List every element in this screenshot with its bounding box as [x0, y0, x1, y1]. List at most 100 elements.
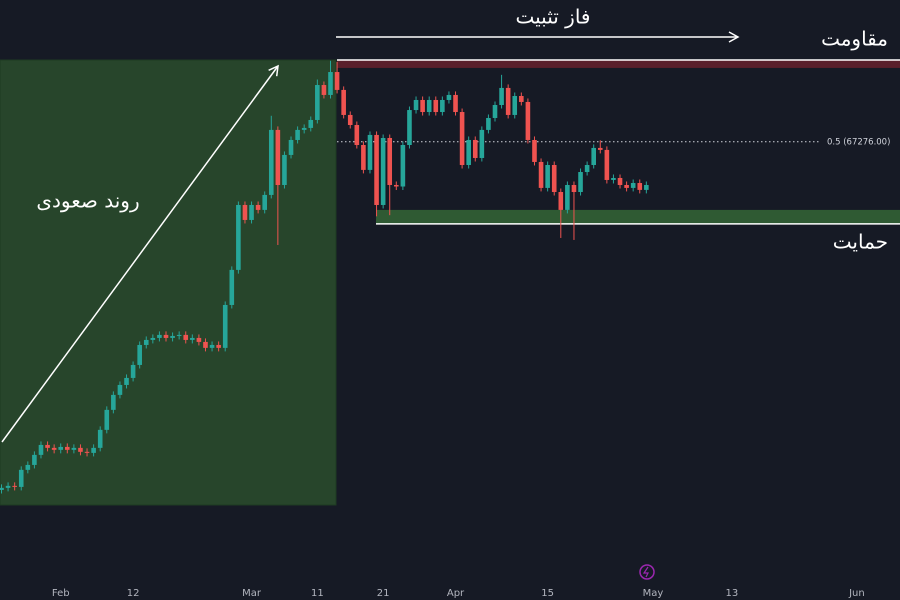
candle-body: [308, 119, 314, 128]
candle-body: [196, 337, 202, 342]
candle-body: [5, 485, 11, 488]
candle-body: [420, 99, 425, 113]
x-tick-label: 13: [726, 588, 739, 599]
candle-body: [505, 87, 511, 115]
candle-body: [459, 112, 465, 165]
candle-body: [446, 94, 452, 100]
candle-body: [275, 129, 281, 185]
candle-body: [0, 487, 4, 490]
candle-body: [78, 447, 83, 452]
candle-body: [249, 204, 254, 220]
candle-body: [38, 444, 44, 455]
candle-body: [58, 446, 64, 450]
candle-body: [637, 183, 643, 190]
candle-body: [117, 384, 123, 395]
candle-body: [499, 87, 504, 106]
candle-body: [84, 451, 90, 453]
candle-body: [321, 85, 327, 95]
candle-body: [25, 464, 31, 470]
candle-body: [97, 429, 103, 448]
candle-body: [479, 129, 485, 158]
trend-arrow: [1, 64, 279, 443]
candle-body: [45, 444, 50, 448]
candle-body: [124, 377, 129, 385]
candle-body: [400, 145, 406, 187]
candle-body: [604, 149, 610, 180]
candle-body: [51, 447, 57, 450]
candle-body: [236, 204, 241, 270]
candle-body: [571, 184, 577, 193]
x-tick-label: 21: [377, 588, 390, 599]
candle-body: [578, 172, 583, 193]
candle-body: [328, 72, 333, 95]
candle-body: [551, 164, 557, 193]
event-icon-bolt: [642, 566, 649, 578]
candle-body: [341, 89, 346, 115]
candle-body: [130, 364, 136, 378]
zone-label: حمایت: [833, 230, 888, 254]
zone-label: مقاومت: [821, 27, 888, 51]
trend-label: روند صعودی: [36, 189, 139, 213]
candle-body: [453, 94, 458, 113]
x-tick-label: Mar: [242, 588, 262, 599]
candle-body: [71, 447, 77, 450]
candle-body: [545, 164, 550, 188]
x-tick-label: Apr: [447, 588, 465, 599]
candle-body: [591, 147, 596, 165]
candle-body: [295, 129, 300, 140]
candle-body: [380, 137, 386, 205]
event-icon[interactable]: [639, 564, 655, 580]
candle-body: [347, 114, 353, 126]
x-tick-label: May: [643, 588, 664, 599]
candle-body: [170, 335, 175, 338]
candle-body: [262, 194, 267, 210]
zone: [376, 209, 900, 224]
x-tick-label: 12: [127, 588, 140, 599]
uptrend-box: [0, 59, 337, 506]
candle-body: [222, 304, 228, 348]
candle-body: [183, 334, 189, 340]
candle-body: [216, 344, 221, 348]
candle-body: [472, 139, 478, 158]
candle-body: [538, 161, 544, 188]
x-tick-label: 15: [541, 588, 554, 599]
candle-body: [255, 204, 261, 210]
candle-body: [111, 394, 116, 410]
candle-body: [288, 139, 294, 155]
candle-body: [163, 334, 169, 338]
candle-body: [32, 454, 37, 465]
candle-body: [203, 341, 208, 348]
candle-body: [143, 339, 149, 345]
candle-body: [519, 96, 524, 102]
candle-body: [532, 139, 537, 162]
candle-body: [630, 183, 636, 188]
candle-body: [611, 177, 616, 180]
candle-body: [492, 105, 498, 118]
candle-body: [18, 469, 24, 487]
x-tick-label: Feb: [52, 588, 70, 599]
candle-body: [104, 409, 110, 430]
candle-body: [91, 447, 96, 453]
candle-body: [334, 72, 340, 90]
candle-body: [229, 269, 235, 305]
candle-body: [525, 101, 531, 140]
candle-body: [301, 127, 307, 130]
candle-body: [486, 117, 491, 130]
candle-body: [190, 337, 195, 340]
candle-body: [597, 147, 603, 150]
candle-body: [466, 139, 471, 165]
candle-body: [374, 134, 379, 205]
candle-body: [624, 184, 629, 188]
candle-body: [565, 184, 570, 210]
candle-body: [426, 99, 432, 113]
candle-body: [413, 99, 419, 111]
candle-body: [12, 485, 17, 487]
candle-body: [315, 85, 320, 120]
zone: [337, 59, 900, 68]
candle-body: [558, 192, 564, 210]
candle-body: [137, 344, 142, 365]
candle-body: [268, 129, 274, 195]
candle-body: [512, 96, 518, 115]
